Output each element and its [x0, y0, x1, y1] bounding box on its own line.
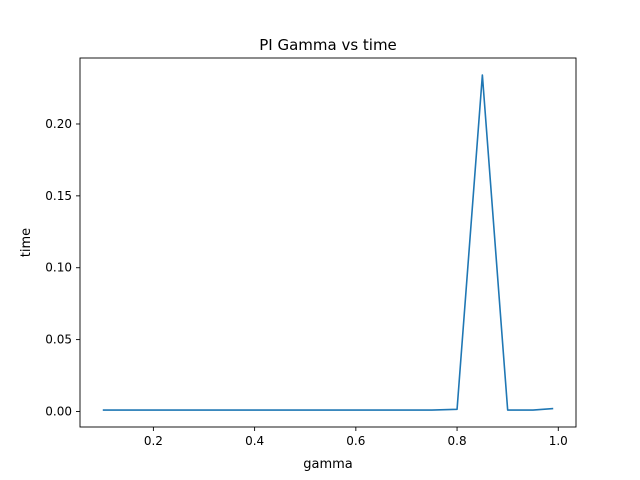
y-tick-label: 0.05 — [45, 333, 72, 347]
x-tick-label: 0.4 — [245, 434, 264, 448]
plot-frame — [79, 57, 577, 428]
y-tick-label: 0.00 — [45, 404, 72, 418]
y-axis-label: time — [19, 228, 34, 257]
y-tick-label: 0.10 — [45, 261, 72, 275]
x-tick-label: 1.0 — [549, 434, 568, 448]
y-axis-ticks: 0.00 0.05 0.10 0.15 0.20 — [45, 117, 80, 418]
y-tick-label: 0.15 — [45, 189, 72, 203]
series-layer — [102, 74, 554, 411]
series-line-0 — [102, 74, 554, 411]
x-tick-label: 0.2 — [144, 434, 163, 448]
x-axis-label: gamma — [303, 457, 353, 472]
chart-title: PI Gamma vs time — [259, 36, 397, 54]
y-tick-label: 0.20 — [45, 117, 72, 131]
plot-area — [79, 57, 577, 428]
x-tick-label: 0.8 — [448, 434, 467, 448]
x-tick-label: 0.6 — [346, 434, 365, 448]
x-axis-ticks: 0.2 0.4 0.6 0.8 1.0 — [144, 427, 568, 448]
